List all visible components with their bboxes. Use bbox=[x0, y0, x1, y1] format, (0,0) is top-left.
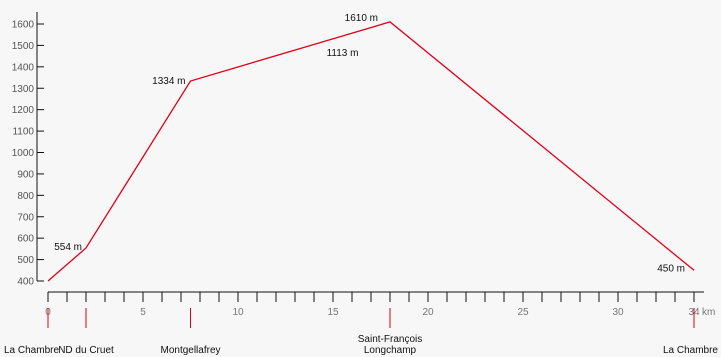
y-tick-label: 600 bbox=[17, 234, 34, 245]
y-tick-label: 1100 bbox=[12, 127, 34, 138]
x-tick-label: 10 bbox=[232, 307, 244, 318]
y-tick-label: 1300 bbox=[12, 84, 35, 95]
y-tick-label: 500 bbox=[17, 255, 34, 266]
elevation-label: 1334 m bbox=[152, 76, 185, 87]
elevation-label: 554 m bbox=[54, 242, 82, 253]
elevation-label: 1610 m bbox=[345, 13, 378, 24]
y-tick-label: 1500 bbox=[12, 41, 35, 52]
y-tick-label: 400 bbox=[17, 277, 34, 288]
x-tick-label: 30 bbox=[612, 307, 624, 318]
x-tick-label: 15 bbox=[327, 307, 339, 318]
elevation-label: 1113 m bbox=[327, 48, 359, 59]
x-tick-label: 20 bbox=[422, 307, 434, 318]
y-tick-label: 800 bbox=[17, 191, 34, 202]
elevation-profile-line bbox=[47, 21, 695, 282]
location-label: Saint-François bbox=[358, 334, 422, 345]
location-label: La Chambre bbox=[663, 345, 718, 356]
location-label: ND du Cruet bbox=[58, 345, 114, 356]
y-tick-label: 1400 bbox=[12, 62, 35, 73]
y-tick-label: 1600 bbox=[12, 20, 35, 31]
x-axis-unit: km bbox=[702, 307, 715, 318]
y-tick-label: 1000 bbox=[12, 148, 35, 159]
y-tick-label: 700 bbox=[17, 212, 34, 223]
x-tick-label: 25 bbox=[517, 307, 529, 318]
y-tick-label: 1200 bbox=[12, 105, 35, 116]
x-tick-label: 5 bbox=[140, 307, 146, 318]
y-tick-label: 900 bbox=[17, 169, 34, 180]
elevation-label: 450 m bbox=[657, 263, 685, 274]
location-label: Longchamp bbox=[364, 345, 417, 356]
location-label: La Chambre bbox=[4, 345, 59, 356]
location-label: Montgellafrey bbox=[160, 345, 220, 356]
